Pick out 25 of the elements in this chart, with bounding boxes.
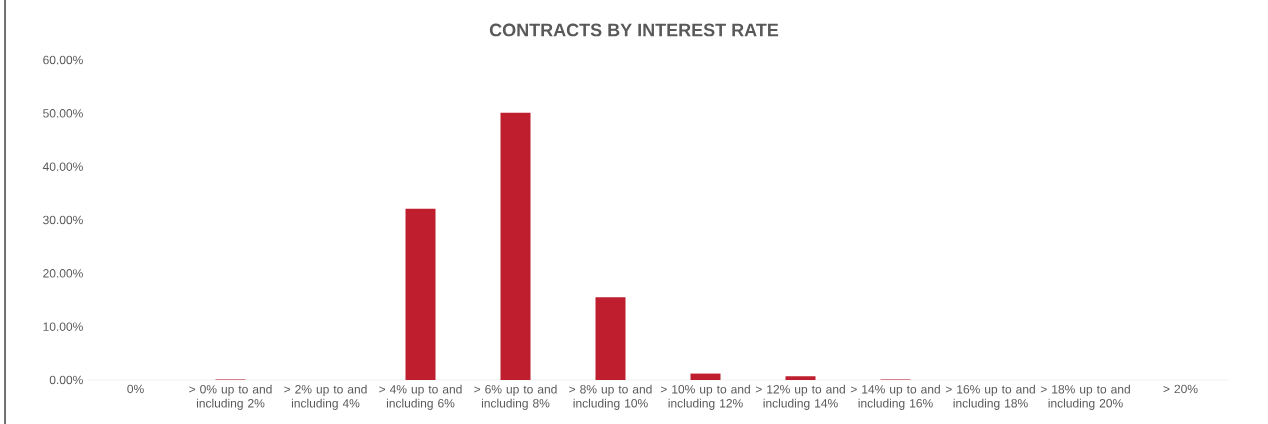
- x-tick-label: > 12% up to and including 14%: [755, 384, 845, 410]
- x-tick-label: > 16% up to and including 18%: [945, 384, 1035, 410]
- bar: [405, 208, 436, 380]
- x-tick-label: > 6% up to and including 8%: [474, 384, 557, 410]
- x-tick-label: > 2% up to and including 4%: [284, 384, 367, 410]
- y-tick-label: 60.00%: [43, 55, 83, 65]
- bar: [500, 112, 531, 380]
- y-tick-label: 50.00%: [43, 109, 83, 118]
- bar: [785, 376, 816, 380]
- y-tick-label: 30.00%: [43, 215, 83, 225]
- y-tick-label: 20.00%: [43, 269, 83, 278]
- x-tick-label: > 10% up to and including 12%: [660, 384, 750, 410]
- x-tick-label: > 4% up to and including 6%: [379, 384, 462, 410]
- x-tick-label: > 8% up to and including 10%: [569, 384, 652, 410]
- x-tick-label: 0%: [127, 384, 144, 394]
- bar: [595, 297, 626, 380]
- y-tick-label: 0.00%: [49, 375, 83, 385]
- x-tick-label: > 14% up to and including 16%: [850, 384, 940, 410]
- y-tick-label: 40.00%: [42, 162, 83, 171]
- chart-title: CONTRACTS BY INTEREST RATE: [489, 23, 779, 37]
- x-tick-label: > 20%: [1163, 384, 1198, 394]
- x-tick-label: > 0% up to and including 2%: [189, 384, 272, 410]
- y-tick-label: 10.00%: [43, 322, 83, 331]
- x-tick-label: > 18% up to and including 20%: [1040, 384, 1130, 410]
- bar: [690, 373, 721, 380]
